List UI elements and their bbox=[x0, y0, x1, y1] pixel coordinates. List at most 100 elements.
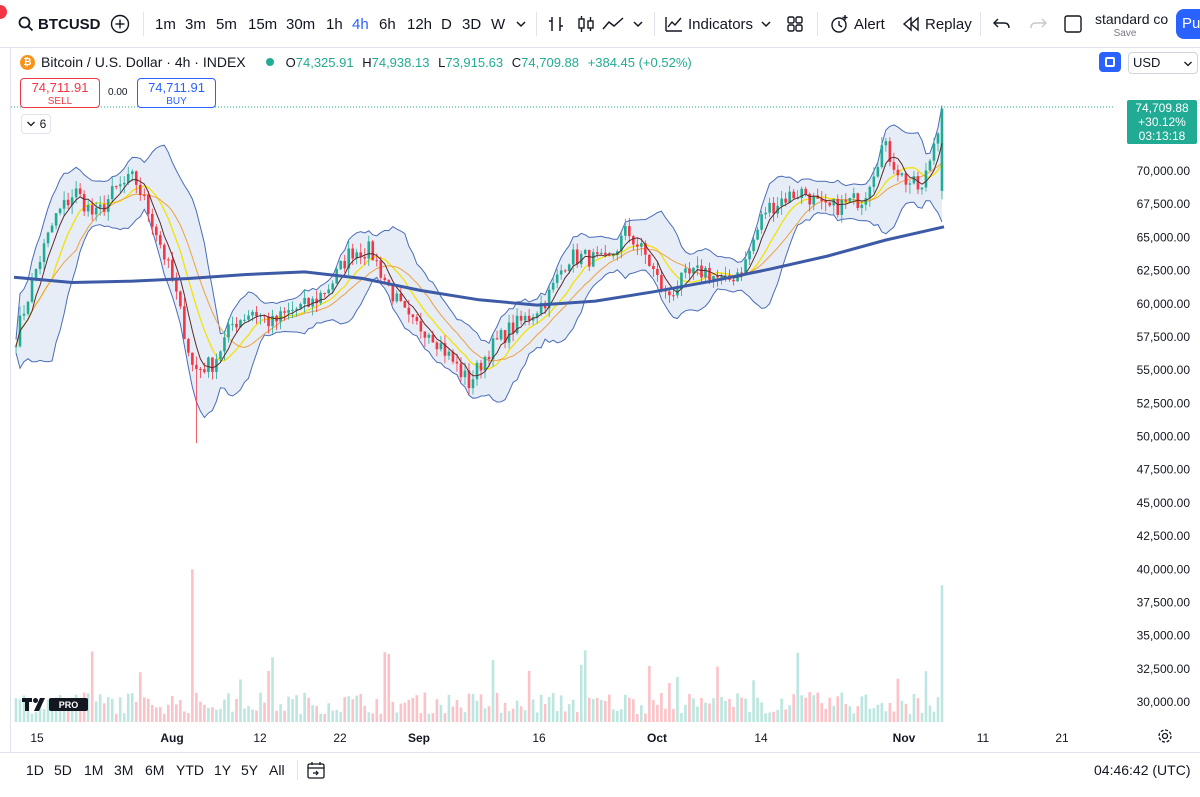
volume-bar bbox=[828, 697, 832, 722]
candle-body bbox=[26, 301, 30, 314]
market-status-icon[interactable] bbox=[265, 58, 274, 66]
redo-button[interactable] bbox=[1028, 0, 1048, 48]
candle-body bbox=[916, 176, 920, 190]
indicators-button[interactable]: Indicators bbox=[664, 0, 753, 48]
publish-button[interactable]: Pu bbox=[1176, 9, 1200, 39]
range-5Y[interactable]: 5Y bbox=[241, 761, 259, 778]
volume-bar bbox=[864, 694, 868, 722]
range-All[interactable]: All bbox=[269, 761, 285, 778]
volume-bar bbox=[14, 698, 18, 722]
volume-bar bbox=[387, 653, 391, 722]
volume-bar bbox=[415, 695, 419, 722]
volume-bar bbox=[491, 660, 495, 722]
volume-bar bbox=[696, 706, 699, 722]
price-tick-label: 47,500.00 bbox=[1137, 463, 1191, 477]
candle-body bbox=[159, 235, 162, 245]
indicators-dropdown[interactable] bbox=[760, 0, 772, 48]
symbol-search[interactable]: BTCUSD bbox=[18, 0, 101, 48]
layout-save-box[interactable]: standard co Save bbox=[1095, 10, 1170, 40]
currency-select[interactable]: USD bbox=[1128, 52, 1198, 74]
range-3M[interactable]: 3M bbox=[114, 761, 134, 778]
bollinger-band-fill bbox=[16, 105, 942, 418]
candle-body bbox=[307, 297, 310, 307]
last-price-change: +30.12% bbox=[1138, 115, 1186, 129]
candle-body bbox=[720, 276, 723, 278]
candle-body bbox=[319, 292, 322, 304]
interval-W[interactable]: W bbox=[491, 15, 506, 33]
sell-button[interactable]: 74,711.91 SELL bbox=[20, 78, 100, 108]
interval-3D[interactable]: 3D bbox=[462, 15, 482, 33]
volume-bar bbox=[22, 695, 26, 722]
range-YTD[interactable]: YTD bbox=[176, 761, 204, 778]
range-1D[interactable]: 1D bbox=[26, 761, 44, 778]
range-1M[interactable]: 1M bbox=[84, 761, 104, 778]
price-chart[interactable]: 70,000.00 67,500.00 65,000.00 62,500.00 60,0… bbox=[11, 48, 1200, 752]
volume-bar bbox=[539, 694, 543, 722]
chart-canvas[interactable]: 70,000.00 67,500.00 65,000.00 62,500.00 60,0… bbox=[11, 48, 1200, 752]
layouts-button[interactable] bbox=[785, 0, 805, 48]
candle-body bbox=[431, 334, 435, 343]
range-5D[interactable]: 5D bbox=[54, 761, 72, 778]
line-style-button[interactable] bbox=[601, 0, 625, 48]
volume-bar bbox=[784, 709, 787, 722]
candles-layer bbox=[14, 108, 944, 444]
interval-6h[interactable]: 6h bbox=[379, 15, 396, 33]
interval-1h[interactable]: 1h bbox=[326, 15, 343, 33]
divider bbox=[143, 12, 144, 36]
interval-15m[interactable]: 15m bbox=[248, 15, 278, 33]
alert-button[interactable]: Alert bbox=[828, 0, 885, 48]
candle-body bbox=[191, 352, 194, 365]
indicators-collapse-toggle[interactable]: 6 bbox=[21, 114, 51, 134]
volume-bar bbox=[86, 693, 90, 722]
price-tick-label: 40,000.00 bbox=[1137, 562, 1191, 576]
compare-button[interactable] bbox=[110, 0, 130, 48]
volume-bar bbox=[503, 702, 507, 722]
volume-bar bbox=[267, 670, 270, 722]
bar-style-button[interactable] bbox=[546, 0, 566, 48]
candle-body bbox=[134, 171, 138, 185]
candle-body bbox=[760, 214, 763, 230]
candles-style-button[interactable] bbox=[576, 0, 596, 48]
volume-bar bbox=[126, 693, 130, 722]
high-value: 74,938.13 bbox=[371, 54, 430, 70]
volume-bar bbox=[800, 695, 803, 722]
auto-scale-button[interactable] bbox=[1099, 52, 1121, 72]
volume-bar bbox=[668, 683, 671, 722]
volume-bar bbox=[924, 671, 928, 722]
time-tick-label: 11 bbox=[977, 731, 990, 745]
buy-button[interactable]: 74,711.91 BUY bbox=[137, 78, 216, 108]
undo-button[interactable] bbox=[992, 0, 1012, 48]
goto-date-button[interactable] bbox=[306, 752, 326, 787]
interval-12h[interactable]: 12h bbox=[407, 15, 433, 33]
intervals-dropdown[interactable] bbox=[515, 0, 527, 48]
replay-button[interactable]: Replay bbox=[901, 0, 972, 48]
candle-body bbox=[800, 188, 803, 198]
interval-D[interactable]: D bbox=[441, 15, 452, 33]
range-6M[interactable]: 6M bbox=[145, 761, 165, 778]
chart-type-dropdown[interactable] bbox=[632, 0, 644, 48]
candle-body bbox=[62, 199, 66, 209]
range-1Y[interactable]: 1Y bbox=[214, 761, 232, 778]
volume-bar bbox=[347, 696, 351, 722]
interval-4h[interactable]: 4h bbox=[352, 15, 369, 33]
volume-bar bbox=[323, 713, 326, 722]
volume-bar bbox=[688, 694, 691, 722]
candle-body bbox=[567, 264, 571, 271]
interval-3m[interactable]: 3m bbox=[185, 15, 206, 33]
interval-5m[interactable]: 5m bbox=[216, 15, 237, 33]
interval-1m[interactable]: 1m bbox=[155, 15, 176, 33]
candle-body bbox=[359, 252, 363, 258]
interval-30m[interactable]: 30m bbox=[286, 15, 316, 33]
volume-bar bbox=[836, 696, 840, 722]
utc-clock[interactable]: 04:46:42 (UTC) bbox=[1094, 761, 1191, 778]
volume-bar bbox=[720, 697, 723, 722]
price-tick-label: 57,500.00 bbox=[1137, 330, 1191, 344]
volume-bar bbox=[251, 709, 254, 722]
candle-body bbox=[756, 229, 759, 240]
candle-body bbox=[908, 183, 912, 185]
volume-bar bbox=[555, 711, 559, 722]
price-tick-label: 32,500.00 bbox=[1137, 662, 1191, 676]
fullscreen-toggle[interactable] bbox=[1063, 0, 1083, 48]
candle-body bbox=[535, 313, 539, 318]
candle-body bbox=[924, 170, 928, 188]
